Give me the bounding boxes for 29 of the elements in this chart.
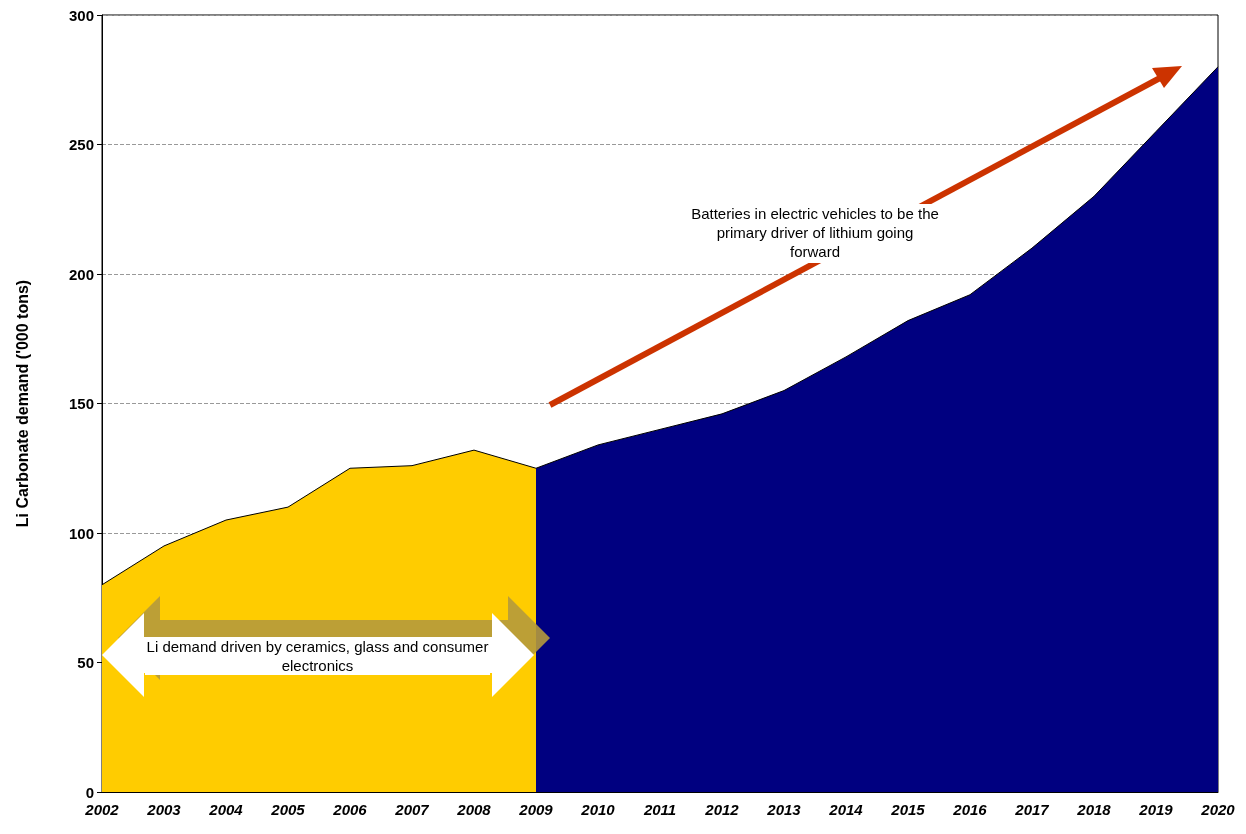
x-tick-label: 2009 bbox=[518, 801, 554, 818]
y-tick-label: 300 bbox=[68, 6, 94, 24]
x-tick-label: 2002 bbox=[84, 801, 120, 818]
x-tick-label: 2006 bbox=[332, 801, 368, 818]
x-tick-label: 2008 bbox=[456, 801, 492, 818]
x-tick-label: 2005 bbox=[270, 801, 306, 818]
y-tick-label: 100 bbox=[68, 524, 94, 542]
y-tick-label: 0 bbox=[85, 783, 94, 801]
x-tick-label: 2019 bbox=[1138, 801, 1174, 818]
y-axis-title: Li Carbonate demand ('000 tons) bbox=[13, 279, 31, 528]
x-tick-label: 2011 bbox=[642, 801, 677, 818]
x-tick-label: 2020 bbox=[1200, 801, 1236, 818]
y-tick-label: 50 bbox=[77, 654, 94, 671]
x-tick-label: 2018 bbox=[1076, 801, 1112, 818]
x-tick-label: 2017 bbox=[1014, 801, 1050, 818]
x-tick-label: 2016 bbox=[952, 801, 988, 818]
annotation: Batteries in electric vehicles to be the primary driver of lithium going forward bbox=[690, 204, 940, 263]
x-tick-label: 2004 bbox=[208, 801, 244, 818]
x-tick-label: 2010 bbox=[580, 801, 616, 818]
y-tick-label: 150 bbox=[68, 395, 94, 412]
y-tick-label: 200 bbox=[68, 265, 94, 283]
y-tick-label: 250 bbox=[68, 136, 94, 153]
x-tick-label: 2003 bbox=[146, 801, 182, 818]
x-tick-label: 2014 bbox=[828, 801, 864, 818]
x-tick-label: 2012 bbox=[704, 801, 740, 818]
x-tick-label: 2007 bbox=[394, 801, 430, 818]
x-tick-label: 2015 bbox=[890, 801, 926, 818]
annotation: Li demand driven by ceramics, glass and consumer electronics bbox=[145, 637, 490, 675]
x-tick-label: 2013 bbox=[766, 801, 802, 818]
